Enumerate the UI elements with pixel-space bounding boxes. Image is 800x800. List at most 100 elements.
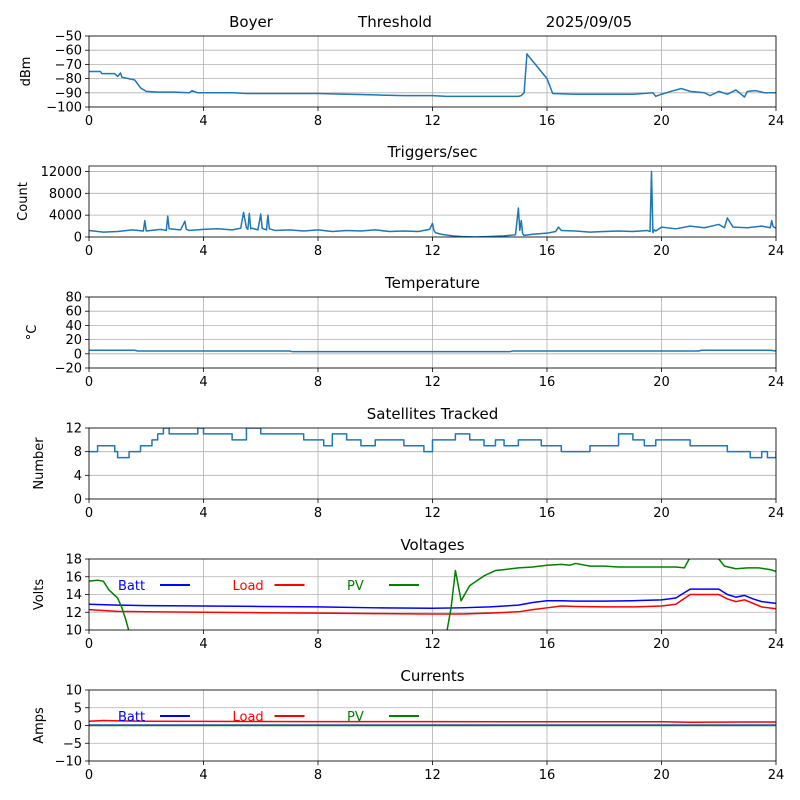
chart-2-title: Temperature (384, 274, 480, 292)
chart-2-y-tick-label: 20 (65, 333, 82, 348)
chart-0-x-tick-label: 20 (653, 114, 670, 129)
chart-5-series-line-load (89, 719, 776, 724)
chart-0-x-tick-label: 12 (424, 114, 441, 129)
chart-0-y-axis-label: dBm (19, 57, 34, 87)
chart-2-y-tick-label: 40 (65, 319, 82, 334)
chart-2-x-tick-label: 16 (539, 375, 556, 390)
chart-1-y-axis-label: Count (16, 182, 31, 221)
chart-0-x-tick-label: 4 (199, 114, 207, 129)
chart-3-title: Satellites Tracked (367, 405, 498, 423)
chart-2-x-tick-label: 20 (653, 375, 670, 390)
chart-3-y-axis-label: Number (32, 437, 47, 490)
chart-0-x-tick-label: 24 (768, 114, 785, 129)
chart-0-y-tick-label: −60 (55, 44, 82, 59)
chart-2-x-tick-label: 0 (85, 375, 93, 390)
chart-1-x-tick-label: 0 (85, 244, 93, 259)
station-name: Boyer (229, 13, 274, 31)
chart-4-x-tick-label: 4 (199, 637, 207, 652)
chart-0-y-tick-label: −80 (55, 72, 82, 87)
chart-0-y-tick-label: −100 (46, 101, 82, 116)
report-date: 2025/09/05 (546, 13, 632, 31)
chart-2-x-tick-label: 12 (424, 375, 441, 390)
chart-4-x-tick-label: 12 (424, 637, 441, 652)
chart-1-title: Triggers/sec (387, 143, 478, 161)
chart-4-series-group (89, 559, 776, 630)
chart-5-y-tick-label: −10 (55, 755, 82, 770)
chart-3-y-tick-label: 4 (74, 469, 82, 484)
chart-5-y-tick-label: 10 (65, 684, 82, 699)
chart-4-y-tick-label: 16 (65, 570, 82, 585)
chart-1-y-tick-label: 0 (74, 231, 82, 246)
chart-5-title: Currents (400, 667, 464, 685)
chart-4-x-tick-label: 16 (539, 637, 556, 652)
chart-5-y-tick-label: 5 (74, 701, 82, 716)
chart-1-x-tick-label: 20 (653, 244, 670, 259)
chart-4-legend-label-batt: Batt (118, 579, 145, 594)
chart-3-y-tick-label: 0 (74, 493, 82, 508)
chart-1-series-line-0 (89, 170, 776, 237)
chart-0-x-tick-label: 8 (314, 114, 322, 129)
chart-5-x-tick-label: 16 (539, 768, 556, 783)
chart-1-series-group (89, 170, 776, 237)
chart-3: 0 4 8 12 16 20 24 0 4 8 12 Satellites Tracked Number (32, 405, 784, 521)
chart-5: 0 4 8 12 16 20 24 −10 −5 0 5 10 Currents Amps Batt Load… (32, 667, 784, 783)
chart-5-legend-label-load: Load (233, 710, 264, 725)
chart-5-series-group (89, 719, 776, 727)
chart-3-series-line-0 (89, 428, 776, 459)
chart-3-x-tick-label: 20 (653, 506, 670, 521)
chart-0-series-group (89, 53, 776, 98)
chart-2-y-axis-label: °C (25, 325, 40, 341)
chart-5-x-tick-label: 24 (768, 768, 785, 783)
chart-4-series-line-batt (89, 588, 776, 610)
chart-3-series-group (89, 428, 776, 459)
chart-4-y-tick-label: 14 (65, 588, 82, 603)
chart-5-legend-label-pv: PV (347, 710, 364, 725)
chart-0-y-tick-label: −90 (55, 86, 82, 101)
chart-0-x-tick-label: 16 (539, 114, 556, 129)
chart-2-series-group (89, 349, 776, 353)
chart-4-x-tick-label: 20 (653, 637, 670, 652)
chart-3-x-tick-label: 4 (199, 506, 207, 521)
chart-2-x-tick-label: 8 (314, 375, 322, 390)
chart-3-y-tick-label: 12 (65, 422, 82, 437)
chart-5-legend-label-batt: Batt (118, 710, 145, 725)
chart-2-y-tick-label: −20 (55, 362, 82, 377)
chart-4-y-tick-label: 10 (65, 624, 82, 639)
chart-2-y-tick-label: 0 (74, 347, 82, 362)
chart-1-x-tick-label: 16 (539, 244, 556, 259)
chart-3-y-tick-label: 8 (74, 445, 82, 460)
chart-5-x-tick-label: 4 (199, 768, 207, 783)
chart-4-legend-label-pv: PV (347, 579, 364, 594)
chart-4-legend-label-load: Load (233, 579, 264, 594)
chart-1-x-tick-label: 8 (314, 244, 322, 259)
chart-5-x-tick-label: 8 (314, 768, 322, 783)
chart-5-y-axis-label: Amps (32, 707, 47, 744)
chart-1: 0 4 8 12 16 20 24 0 4000 8000 12000 Triggers/sec Cou… (16, 143, 784, 259)
chart-1-y-tick-label: 8000 (49, 187, 82, 202)
chart-4-y-tick-label: 12 (65, 606, 82, 621)
chart-1-x-tick-label: 24 (768, 244, 785, 259)
chart-3-x-tick-label: 0 (85, 506, 93, 521)
chart-4-y-tick-label: 18 (65, 553, 82, 568)
chart-1-x-tick-label: 12 (424, 244, 441, 259)
chart-5-x-tick-label: 12 (424, 768, 441, 783)
chart-4-title: Voltages (400, 536, 464, 554)
chart-2-y-tick-label: 60 (65, 305, 82, 320)
chart-0: 0 4 8 12 16 20 24 −100−90−80−70−60−50 dBm (19, 30, 784, 130)
chart-0-y-tick-label: −50 (55, 30, 82, 45)
chart-3-x-tick-label: 8 (314, 506, 322, 521)
chart-2-x-tick-label: 24 (768, 375, 785, 390)
chart-5-x-tick-label: 0 (85, 768, 93, 783)
chart-1-y-tick-label: 12000 (41, 165, 82, 180)
chart-1-x-tick-label: 4 (199, 244, 207, 259)
chart-0-y-tick-label: −70 (55, 58, 82, 73)
chart-1-y-tick-label: 4000 (49, 209, 82, 224)
chart-4-series-line-pv (89, 559, 776, 630)
chart-4-y-axis-label: Volts (32, 579, 47, 611)
chart-3-x-tick-label: 16 (539, 506, 556, 521)
chart-2-x-tick-label: 4 (199, 375, 207, 390)
trigger-mode: Threshold (357, 13, 432, 31)
